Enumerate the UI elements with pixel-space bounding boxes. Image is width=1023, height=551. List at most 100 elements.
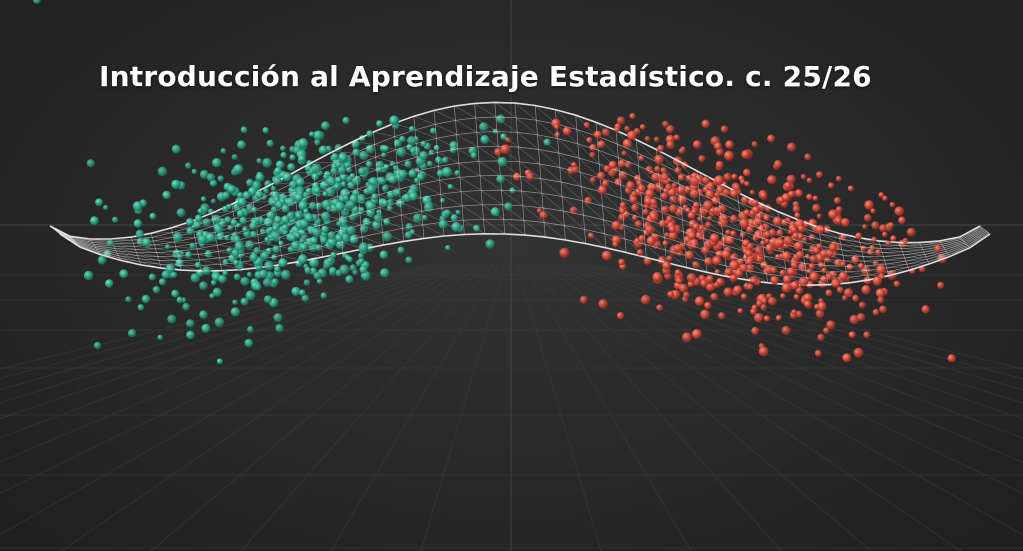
data-point-red bbox=[802, 237, 808, 243]
data-point-red bbox=[692, 140, 702, 149]
mesh-line bbox=[886, 267, 909, 269]
data-point-teal bbox=[240, 297, 249, 306]
data-point-red bbox=[709, 233, 720, 243]
grid-line bbox=[546, 264, 1023, 536]
mesh-line bbox=[564, 225, 586, 244]
data-point-red bbox=[745, 263, 755, 273]
mesh-line bbox=[741, 231, 764, 248]
data-point-teal bbox=[359, 265, 368, 274]
data-point-red bbox=[512, 172, 522, 181]
mesh-line bbox=[542, 207, 565, 226]
mesh-line bbox=[70, 236, 92, 241]
data-point-red bbox=[825, 272, 833, 281]
mesh-line bbox=[519, 161, 541, 179]
mesh-line bbox=[900, 245, 922, 248]
data-point-teal bbox=[271, 278, 279, 286]
data-point-red bbox=[714, 191, 720, 198]
mesh-line bbox=[73, 239, 95, 247]
mesh-line bbox=[540, 178, 563, 197]
data-point-teal bbox=[455, 209, 461, 215]
mesh-line bbox=[904, 256, 927, 259]
data-point-red bbox=[781, 251, 792, 261]
mesh-line bbox=[522, 205, 545, 223]
data-point-teal bbox=[442, 156, 449, 164]
mesh-line bbox=[110, 238, 133, 241]
data-point-teal bbox=[407, 135, 417, 146]
data-point-red bbox=[701, 176, 711, 185]
data-point-teal bbox=[311, 163, 322, 174]
mesh-line bbox=[518, 146, 540, 165]
data-point-teal bbox=[230, 219, 238, 226]
mesh-line bbox=[717, 181, 739, 203]
data-point-teal bbox=[373, 213, 383, 223]
data-point-red bbox=[878, 192, 885, 198]
data-point-red bbox=[601, 128, 610, 137]
mesh-line bbox=[421, 211, 444, 223]
data-point-teal bbox=[97, 255, 107, 265]
data-point-teal bbox=[274, 166, 283, 175]
data-point-teal bbox=[409, 191, 418, 201]
mesh-line bbox=[920, 244, 942, 246]
data-point-red bbox=[562, 126, 572, 136]
mesh-line bbox=[332, 151, 355, 154]
data-point-teal bbox=[210, 198, 216, 204]
mesh-line bbox=[54, 229, 76, 243]
data-point-red bbox=[660, 192, 669, 200]
data-point-red bbox=[739, 218, 749, 229]
data-point-red bbox=[731, 174, 737, 180]
grid-line bbox=[564, 264, 1023, 439]
data-point-teal bbox=[438, 219, 448, 229]
data-point-teal bbox=[253, 247, 261, 255]
data-point-red bbox=[834, 259, 842, 267]
data-point-teal bbox=[289, 154, 296, 161]
data-point-red bbox=[500, 144, 511, 155]
data-point-teal bbox=[341, 233, 351, 243]
data-point-red bbox=[569, 206, 578, 215]
data-point-red bbox=[683, 291, 690, 299]
data-point-teal bbox=[234, 240, 245, 251]
data-point-teal bbox=[296, 177, 305, 187]
mesh-line bbox=[79, 245, 101, 255]
data-point-red bbox=[840, 260, 847, 267]
mesh-line bbox=[455, 120, 477, 133]
data-point-red bbox=[650, 198, 658, 206]
data-point-red bbox=[662, 261, 671, 270]
mesh-line bbox=[635, 139, 647, 258]
mesh-line bbox=[615, 130, 638, 153]
mesh-line bbox=[77, 244, 100, 254]
data-point-red bbox=[882, 231, 888, 238]
data-point-red bbox=[539, 211, 548, 220]
data-point-teal bbox=[280, 151, 287, 159]
data-point-teal bbox=[366, 184, 377, 195]
data-point-red bbox=[685, 250, 694, 260]
data-point-red bbox=[852, 294, 859, 302]
mesh-line bbox=[503, 219, 526, 236]
data-point-teal bbox=[408, 169, 417, 178]
data-point-red bbox=[662, 120, 669, 128]
data-point-teal bbox=[298, 200, 308, 211]
data-point-red bbox=[786, 174, 796, 184]
mesh-line bbox=[137, 255, 159, 261]
data-point-red bbox=[835, 217, 842, 224]
data-point-red bbox=[730, 230, 737, 237]
mesh-line bbox=[433, 110, 456, 121]
data-point-red bbox=[828, 243, 838, 252]
mesh-line bbox=[375, 156, 398, 164]
mesh-line bbox=[539, 163, 562, 183]
data-point-teal bbox=[245, 240, 255, 250]
data-point-teal bbox=[325, 186, 336, 197]
data-point-teal bbox=[186, 218, 194, 226]
data-point-teal bbox=[381, 199, 389, 207]
mesh-line bbox=[595, 122, 618, 145]
data-point-teal bbox=[282, 171, 292, 182]
data-point-red bbox=[718, 312, 726, 320]
data-point-red bbox=[679, 283, 688, 293]
mesh-line bbox=[898, 242, 910, 271]
data-point-teal bbox=[309, 257, 319, 268]
mesh-line bbox=[93, 243, 116, 249]
data-point-red bbox=[705, 281, 716, 292]
data-point-teal bbox=[395, 189, 401, 195]
data-point-teal bbox=[275, 160, 285, 169]
data-point-teal bbox=[128, 329, 137, 338]
